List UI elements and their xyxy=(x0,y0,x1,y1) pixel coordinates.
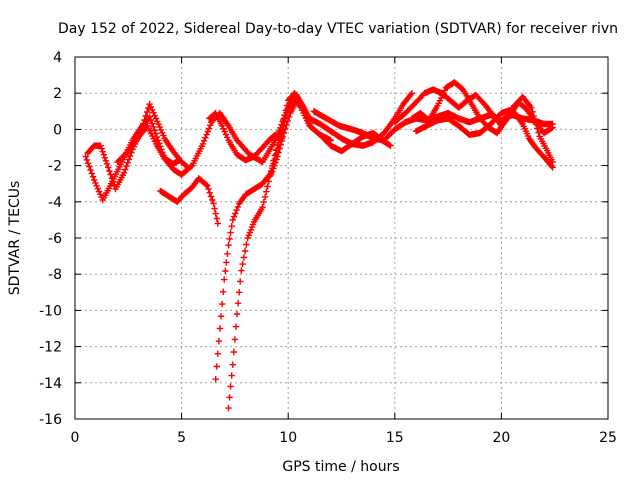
x-tick-label: 25 xyxy=(599,430,617,446)
data-point-markers xyxy=(84,113,183,193)
data-point-markers xyxy=(408,79,556,166)
chart-title: Day 152 of 2022, Sidereal Day-to-day VTE… xyxy=(58,21,618,37)
y-tick-label: -4 xyxy=(48,195,62,211)
x-tick-label: 20 xyxy=(492,430,510,446)
series-prn-h xyxy=(267,97,313,178)
axis-ticks: 0 5 10 15 20 25 -16 -14 -12 -10 -8 -6 -4 -2 0 2 4 xyxy=(39,50,617,446)
y-tick-label: -10 xyxy=(39,303,62,319)
y-tick-label: -14 xyxy=(39,376,62,392)
y-tick-label: -2 xyxy=(48,159,62,175)
data-point-markers xyxy=(206,109,285,164)
x-axis-label: GPS time / hours xyxy=(282,459,399,475)
data-point-markers xyxy=(82,100,192,204)
x-tick-label: 15 xyxy=(386,430,404,446)
y-tick-label: -12 xyxy=(39,340,62,356)
data-point-markers xyxy=(157,175,221,227)
y-tick-label: -6 xyxy=(48,231,62,247)
data-point-markers xyxy=(317,129,394,155)
y-tick-label: 0 xyxy=(53,122,62,138)
x-tick-label: 0 xyxy=(71,430,80,446)
data-point-markers xyxy=(267,97,313,178)
series-prn-a xyxy=(82,100,192,204)
y-tick-label: 4 xyxy=(53,50,62,66)
y-axis-label: SDTVAR / TECUs xyxy=(7,181,23,296)
data-series xyxy=(82,79,556,412)
series-prn-n xyxy=(412,106,556,171)
y-tick-label: -8 xyxy=(48,267,62,283)
data-point-markers xyxy=(412,106,556,171)
y-tick-label: -16 xyxy=(39,412,62,428)
series-prn-d xyxy=(157,175,221,227)
series-prn-m xyxy=(408,79,556,166)
y-tick-label: 2 xyxy=(53,86,62,102)
series-prn-e xyxy=(206,109,285,164)
series-prn-b xyxy=(84,113,183,193)
x-tick-label: 10 xyxy=(279,430,297,446)
series-prn-k xyxy=(317,129,394,155)
x-tick-label: 5 xyxy=(177,430,186,446)
